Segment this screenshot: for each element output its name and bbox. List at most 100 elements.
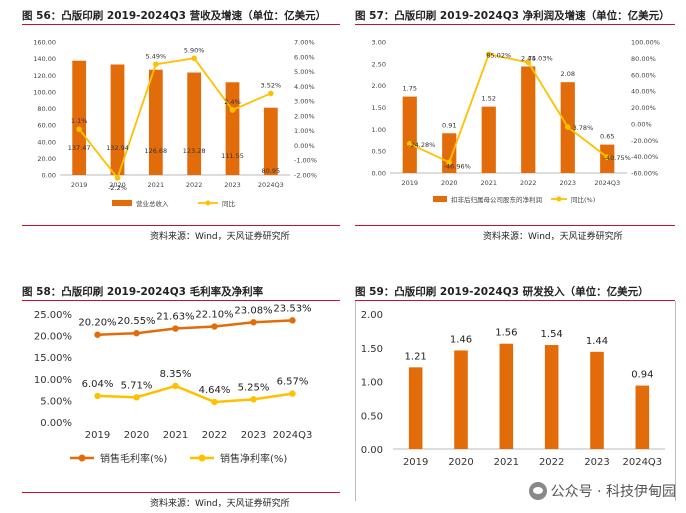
data-label: 4.64% [199, 385, 231, 396]
bar-value-label: 0.94 [631, 370, 653, 381]
net-profit-chart: 0.00 0.50 1.00 1.50 2.00 2.50 3.00 -60.00% -40.0… [372, 39, 660, 205]
bar-value-label: 2.08 [561, 70, 575, 78]
title-underline [355, 300, 675, 301]
y-tick-label-left: 1.50 [372, 104, 386, 112]
y-tick-label: 1.50 [361, 344, 383, 355]
line-point [211, 398, 218, 406]
y-tick-label-right: -2.00% [294, 172, 317, 180]
x-tick-label: 2023 [584, 457, 609, 468]
legend-marker-line [205, 200, 211, 206]
series-line [97, 319, 293, 336]
y-tick-label-right: -1.00% [294, 157, 317, 165]
chart-panel-rnd: 图 59：凸版印刷 2019-2024Q3 研发投入（单位：亿美元） 0.00 0… [345, 260, 686, 513]
bar [263, 107, 278, 175]
line-point [94, 331, 101, 338]
bar [454, 350, 468, 449]
line-point [76, 126, 82, 132]
line-value-label: 75.03% [528, 54, 553, 62]
y-tick-label-right: 4.00% [294, 83, 315, 91]
x-tick-label: 2020 [109, 181, 126, 189]
bar [148, 69, 163, 175]
bar [402, 96, 417, 173]
chart-title: 图 57：凸版印刷 2019-2024Q3 净利润及增速（单位：亿美元） [355, 10, 670, 22]
line-value-label: 85.02% [486, 51, 511, 59]
y-tick-label-left: 2.00 [372, 82, 386, 90]
y-tick-label-left: 3.00 [372, 39, 386, 47]
y-tick-label-right: 0.00% [294, 142, 315, 150]
y-tick-label: 0.00 [361, 445, 383, 456]
line-point [250, 396, 257, 403]
y-tick-label-left: 20.00 [37, 155, 56, 163]
data-label: 23.08% [234, 305, 272, 316]
title-underline [22, 24, 340, 25]
bar [225, 82, 240, 175]
y-tick-label-right: 20.00% [631, 104, 656, 112]
x-tick-label: 2022 [520, 179, 537, 187]
x-tick-label: 2020 [441, 179, 458, 187]
bar-value-label: 1.52 [482, 95, 496, 103]
x-tick-label: 2019 [401, 179, 418, 187]
line-value-label: -24.28% [408, 141, 435, 149]
bar-value-label: 80.95 [262, 167, 281, 175]
x-tick-label: 2019 [403, 457, 428, 468]
y-tick-label-left: 140.00 [33, 55, 56, 63]
source-underline [22, 492, 340, 493]
chart-title: 图 59：凸版印刷 2019-2024Q3 研发投入（单位：亿美元） [355, 286, 649, 298]
y-tick-label-right: -40.00% [631, 153, 658, 161]
bar-value-label: 132.94 [106, 144, 129, 152]
legend-swatch-bar [112, 200, 132, 206]
bar-value-label: 0.65 [600, 133, 614, 141]
line-value-label: -46.96% [444, 162, 471, 170]
line-point [289, 390, 296, 397]
data-label: 22.10% [195, 310, 233, 321]
y-tick-label-right: 5.00% [294, 68, 315, 76]
chart-source: 资料来源：Wind，天风证券研究所 [150, 499, 290, 509]
bar [521, 66, 536, 173]
chart-panel-revenue: 图 56：凸版印刷 2019-2024Q3 营收及增速（单位：亿美元） 0.00… [0, 0, 345, 250]
line-point [114, 175, 121, 181]
y-tick-label-right: 6.00% [294, 53, 315, 61]
data-label: 6.04% [82, 379, 114, 390]
bar-value-label: 0.91 [442, 121, 456, 129]
bar-value-label: 1.21 [405, 351, 427, 362]
line-point [229, 107, 236, 113]
line-point [211, 323, 218, 330]
line-point [172, 382, 179, 390]
line-point [133, 330, 140, 337]
line-point [133, 394, 140, 401]
line-point [289, 317, 296, 324]
x-tick-label: 2021 [148, 181, 165, 189]
x-tick-label: 2020 [448, 457, 473, 468]
y-tick-label: 2.00 [361, 310, 383, 321]
y-tick-label: 10.00% [34, 375, 72, 386]
x-tick-label: 2019 [85, 430, 110, 441]
margins-chart: 0.00% 5.00% 10.00% 15.00% 20.00% 25.00% 2019 20… [34, 303, 312, 465]
x-tick-label: 2023 [559, 179, 576, 187]
data-label: 23.53% [273, 303, 311, 314]
series-line [97, 384, 293, 404]
y-tick-label-right: 40.00% [631, 88, 656, 96]
x-tick-label: 2023 [241, 430, 266, 441]
y-tick-label: 0.00% [40, 418, 72, 429]
line-point [191, 55, 197, 62]
y-tick-label: 25.00% [34, 310, 72, 321]
data-label: 21.63% [156, 312, 194, 323]
y-tick-label-left: 100.00 [33, 88, 56, 96]
y-tick-label-left: 40.00 [37, 138, 56, 146]
legend-marker [78, 454, 86, 462]
y-tick-label-right: 3.00% [294, 98, 315, 106]
bar-value-label: 2.44 [521, 54, 535, 62]
bar-value-label: 126.68 [144, 147, 167, 155]
bar [442, 133, 457, 173]
x-tick-label: 2024Q3 [258, 181, 284, 189]
bar [481, 106, 496, 173]
bar [499, 343, 514, 449]
line-point [406, 140, 413, 147]
x-tick-label: 2019 [71, 181, 88, 189]
line-point [268, 90, 274, 97]
x-tick-label: 2024Q3 [622, 457, 662, 468]
line-point [250, 319, 257, 326]
line-point [564, 124, 571, 130]
line-point [604, 154, 611, 161]
panel-border-left [355, 301, 356, 501]
